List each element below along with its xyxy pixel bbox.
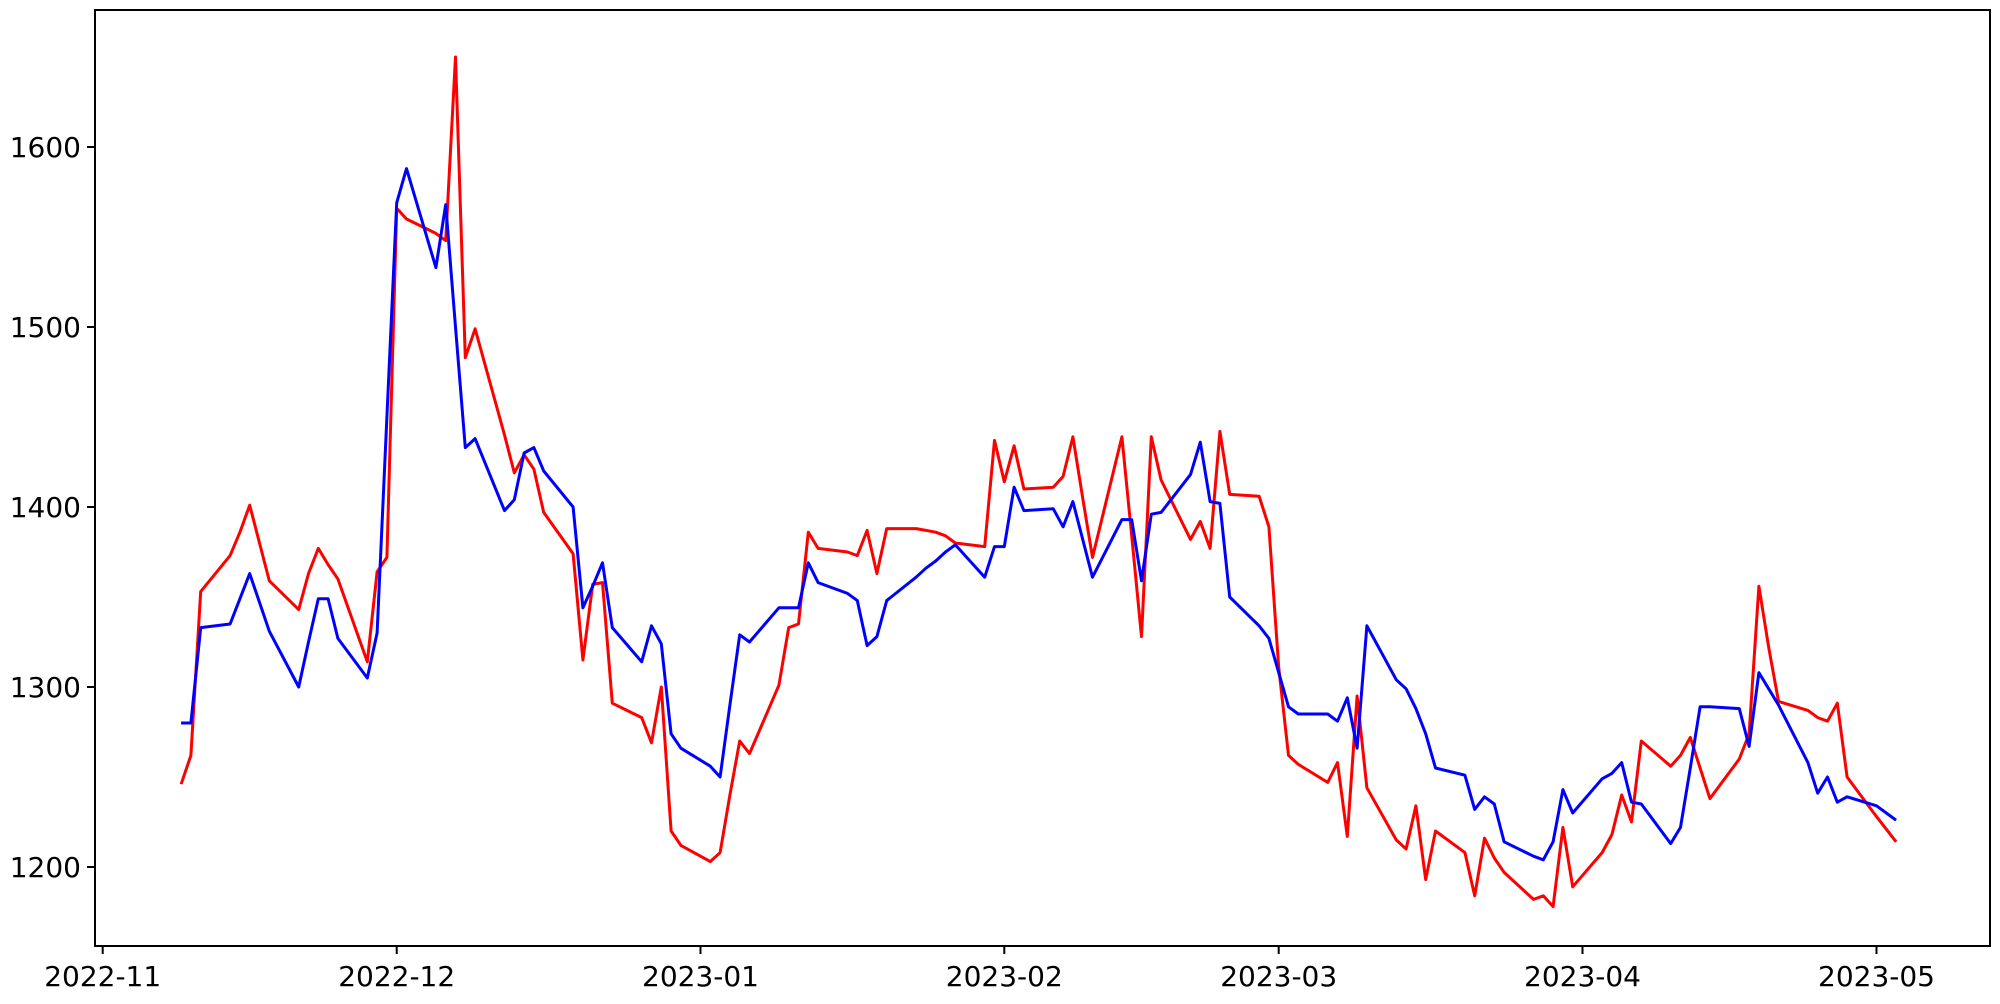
y-axis-tick-label: 1400 (10, 491, 81, 524)
y-axis-tick-label: 1500 (10, 311, 81, 344)
y-axis-tick-label: 1300 (10, 671, 81, 704)
x-axis-tick-label: 2023-03 (1220, 960, 1337, 993)
plot-border-spines (94, 9, 1991, 947)
blue-series-line (181, 167, 1897, 862)
red-series-line (179, 55, 1898, 909)
x-axis-tick-label: 2023-02 (946, 960, 1063, 993)
x-axis-tick-label: 2022-12 (338, 960, 455, 993)
x-axis-tick-label: 2022-11 (44, 960, 161, 993)
y-axis-tick-label: 1600 (10, 131, 81, 164)
x-axis-tick-label: 2023-04 (1524, 960, 1641, 993)
x-axis-tick-label: 2023-05 (1818, 960, 1935, 993)
x-axis-tick-label: 2023-01 (642, 960, 759, 993)
y-axis-tick-label: 1200 (10, 851, 81, 884)
